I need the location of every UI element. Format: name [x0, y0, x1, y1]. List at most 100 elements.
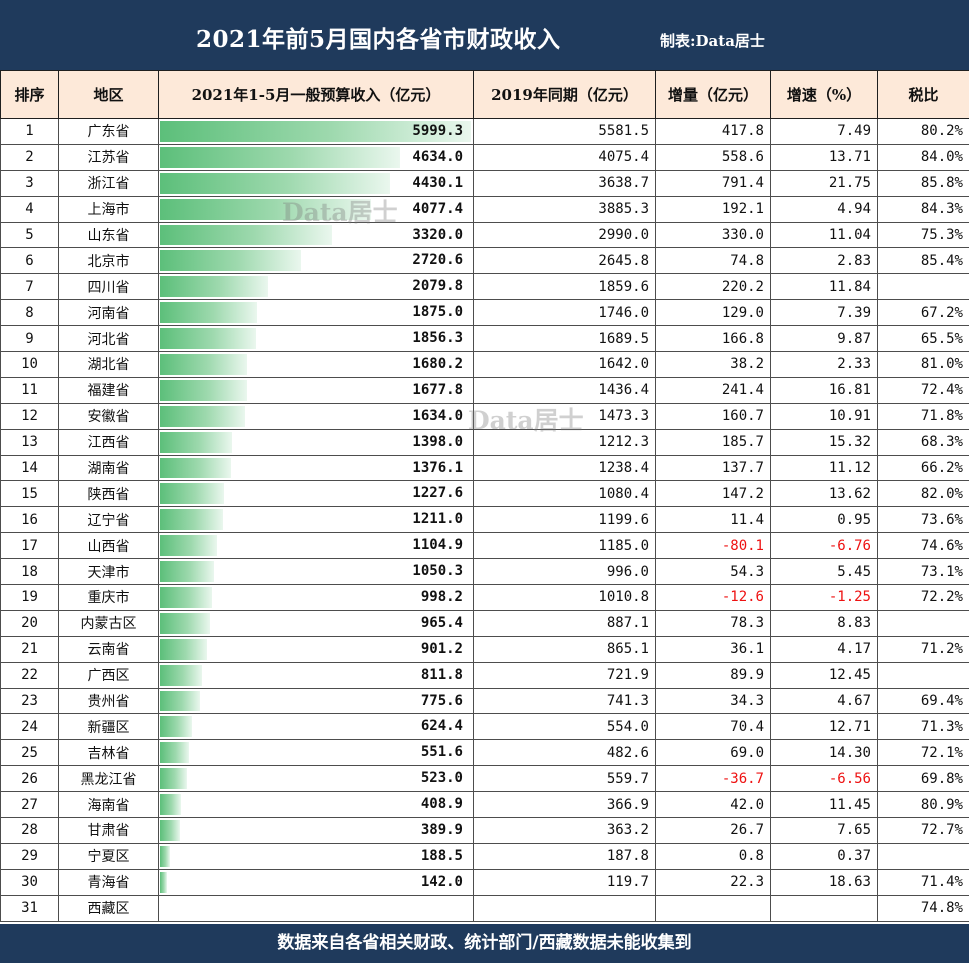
region-cell[interactable]: 青海省 — [58, 868, 159, 896]
prev-year-cell[interactable]: 1473.3 — [473, 402, 656, 430]
increment-cell[interactable]: -36.7 — [655, 765, 771, 793]
region-cell[interactable]: 河北省 — [58, 325, 159, 353]
column-header-increment[interactable]: 增量（亿元） — [655, 70, 771, 119]
increment-cell[interactable]: 220.2 — [655, 273, 771, 301]
table-row[interactable]: 4 上海市 4077.4 3885.3 192.1 4.94 84.3% — [0, 195, 969, 223]
growth-cell[interactable]: 11.12 — [770, 454, 878, 482]
rank-cell[interactable]: 11 — [0, 376, 59, 404]
table-row[interactable]: 31 西藏区 74.8% — [0, 894, 969, 922]
revenue-cell[interactable]: 389.9 — [158, 817, 474, 844]
revenue-cell[interactable]: 998.2 — [158, 584, 474, 611]
growth-cell[interactable]: 4.94 — [770, 195, 878, 223]
prev-year-cell[interactable]: 1436.4 — [473, 376, 656, 404]
growth-cell[interactable]: 13.71 — [770, 143, 878, 171]
revenue-cell[interactable]: 4634.0 — [158, 143, 474, 171]
region-cell[interactable]: 重庆市 — [58, 584, 159, 611]
table-row[interactable]: 23 贵州省 775.6 741.3 34.3 4.67 69.4% — [0, 687, 969, 715]
revenue-cell[interactable]: 3320.0 — [158, 221, 474, 249]
table-row[interactable]: 29 宁夏区 188.5 187.8 0.8 0.37 — [0, 842, 969, 870]
prev-year-cell[interactable]: 1010.8 — [473, 584, 656, 611]
growth-cell[interactable]: 10.91 — [770, 402, 878, 430]
revenue-cell[interactable]: 5999.3 — [158, 118, 474, 145]
column-header-revenue-2021[interactable]: 2021年1-5月一般预算收入（亿元） — [158, 70, 474, 119]
region-cell[interactable]: 黑龙江省 — [58, 765, 159, 793]
region-cell[interactable]: 四川省 — [58, 273, 159, 301]
revenue-cell[interactable]: 1376.1 — [158, 454, 474, 482]
revenue-cell[interactable]: 811.8 — [158, 661, 474, 689]
increment-cell[interactable]: 417.8 — [655, 118, 771, 145]
growth-cell[interactable]: 21.75 — [770, 169, 878, 197]
growth-cell[interactable]: 11.45 — [770, 791, 878, 819]
tax-ratio-cell[interactable]: 72.2% — [877, 584, 969, 611]
rank-cell[interactable]: 28 — [0, 817, 59, 844]
rank-cell[interactable]: 5 — [0, 221, 59, 249]
prev-year-cell[interactable]: 1859.6 — [473, 273, 656, 301]
rank-cell[interactable]: 29 — [0, 842, 59, 870]
region-cell[interactable]: 江苏省 — [58, 143, 159, 171]
tax-ratio-cell[interactable]: 71.2% — [877, 635, 969, 663]
tax-ratio-cell[interactable]: 73.6% — [877, 506, 969, 534]
table-row[interactable]: 20 内蒙古区 965.4 887.1 78.3 8.83 — [0, 609, 969, 637]
growth-cell[interactable]: 18.63 — [770, 868, 878, 896]
tax-ratio-cell[interactable] — [877, 609, 969, 637]
rank-cell[interactable]: 27 — [0, 791, 59, 819]
rank-cell[interactable]: 4 — [0, 195, 59, 223]
prev-year-cell[interactable]: 887.1 — [473, 609, 656, 637]
increment-cell[interactable]: 558.6 — [655, 143, 771, 171]
region-cell[interactable]: 山西省 — [58, 532, 159, 560]
revenue-cell[interactable]: 1211.0 — [158, 506, 474, 534]
rank-cell[interactable]: 9 — [0, 325, 59, 353]
increment-cell[interactable]: 36.1 — [655, 635, 771, 663]
table-row[interactable]: 26 黑龙江省 523.0 559.7 -36.7 -6.56 69.8% — [0, 765, 969, 793]
increment-cell[interactable]: 38.2 — [655, 351, 771, 378]
tax-ratio-cell[interactable]: 81.0% — [877, 351, 969, 378]
prev-year-cell[interactable]: 1689.5 — [473, 325, 656, 353]
tax-ratio-cell[interactable]: 72.7% — [877, 817, 969, 844]
tax-ratio-cell[interactable]: 80.9% — [877, 791, 969, 819]
region-cell[interactable]: 贵州省 — [58, 687, 159, 715]
growth-cell[interactable]: 15.32 — [770, 428, 878, 456]
region-cell[interactable]: 江西省 — [58, 428, 159, 456]
growth-cell[interactable] — [770, 894, 878, 922]
prev-year-cell[interactable]: 187.8 — [473, 842, 656, 870]
growth-cell[interactable]: 4.67 — [770, 687, 878, 715]
prev-year-cell[interactable]: 1199.6 — [473, 506, 656, 534]
column-header-growth-rate[interactable]: 增速（%） — [770, 70, 878, 119]
prev-year-cell[interactable]: 865.1 — [473, 635, 656, 663]
table-row[interactable]: 19 重庆市 998.2 1010.8 -12.6 -1.25 72.2% — [0, 584, 969, 611]
tax-ratio-cell[interactable]: 73.1% — [877, 558, 969, 586]
column-header-rank[interactable]: 排序 — [0, 70, 59, 119]
increment-cell[interactable] — [655, 894, 771, 922]
revenue-cell[interactable]: 4077.4 — [158, 195, 474, 223]
tax-ratio-cell[interactable]: 72.1% — [877, 739, 969, 767]
growth-cell[interactable]: 12.45 — [770, 661, 878, 689]
increment-cell[interactable]: 89.9 — [655, 661, 771, 689]
region-cell[interactable]: 西藏区 — [58, 894, 159, 922]
rank-cell[interactable]: 30 — [0, 868, 59, 896]
tax-ratio-cell[interactable]: 82.0% — [877, 480, 969, 508]
tax-ratio-cell[interactable]: 75.3% — [877, 221, 969, 249]
rank-cell[interactable]: 17 — [0, 532, 59, 560]
growth-cell[interactable]: 7.65 — [770, 817, 878, 844]
region-cell[interactable]: 广西区 — [58, 661, 159, 689]
prev-year-cell[interactable] — [473, 894, 656, 922]
prev-year-cell[interactable]: 3885.3 — [473, 195, 656, 223]
table-row[interactable]: 1 广东省 5999.3 5581.5 417.8 7.49 80.2% — [0, 118, 969, 145]
revenue-cell[interactable]: 2079.8 — [158, 273, 474, 301]
rank-cell[interactable]: 10 — [0, 351, 59, 378]
prev-year-cell[interactable]: 1746.0 — [473, 299, 656, 327]
growth-cell[interactable]: 14.30 — [770, 739, 878, 767]
rank-cell[interactable]: 23 — [0, 687, 59, 715]
rank-cell[interactable]: 8 — [0, 299, 59, 327]
rank-cell[interactable]: 19 — [0, 584, 59, 611]
revenue-cell[interactable]: 1875.0 — [158, 299, 474, 327]
revenue-cell[interactable]: 901.2 — [158, 635, 474, 663]
revenue-cell[interactable]: 775.6 — [158, 687, 474, 715]
revenue-cell[interactable]: 1680.2 — [158, 351, 474, 378]
prev-year-cell[interactable]: 996.0 — [473, 558, 656, 586]
revenue-cell[interactable]: 1856.3 — [158, 325, 474, 353]
growth-cell[interactable]: 0.37 — [770, 842, 878, 870]
increment-cell[interactable]: 0.8 — [655, 842, 771, 870]
prev-year-cell[interactable]: 1185.0 — [473, 532, 656, 560]
increment-cell[interactable]: 166.8 — [655, 325, 771, 353]
